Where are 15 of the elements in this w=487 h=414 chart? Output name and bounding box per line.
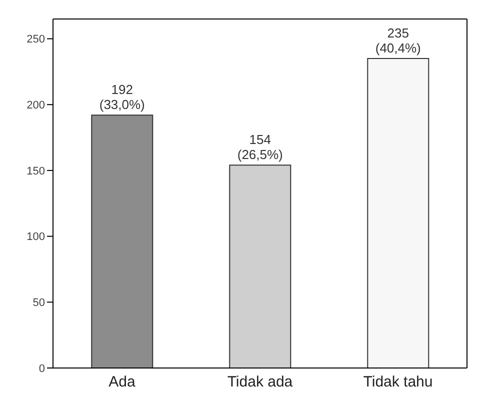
y-tick-label: 150: [26, 165, 45, 178]
y-tick-label: 250: [26, 34, 45, 46]
x-tick-label: Ada: [108, 374, 136, 391]
data-label: 154 (26,5%): [237, 132, 283, 162]
y-tick-label: 100: [26, 231, 45, 244]
x-tick-label: Tidak tahu: [363, 374, 433, 391]
bar: [91, 114, 154, 368]
bar: [367, 58, 430, 368]
y-tick-label: 0: [38, 362, 45, 375]
y-tick-label: 200: [26, 100, 45, 112]
data-label: 192 (33,0%): [99, 82, 145, 112]
x-tick-label: Tidak ada: [227, 374, 294, 391]
bar: [229, 164, 292, 368]
data-label: 235 (40,4%): [375, 26, 421, 56]
y-tick-label: 50: [32, 297, 45, 310]
